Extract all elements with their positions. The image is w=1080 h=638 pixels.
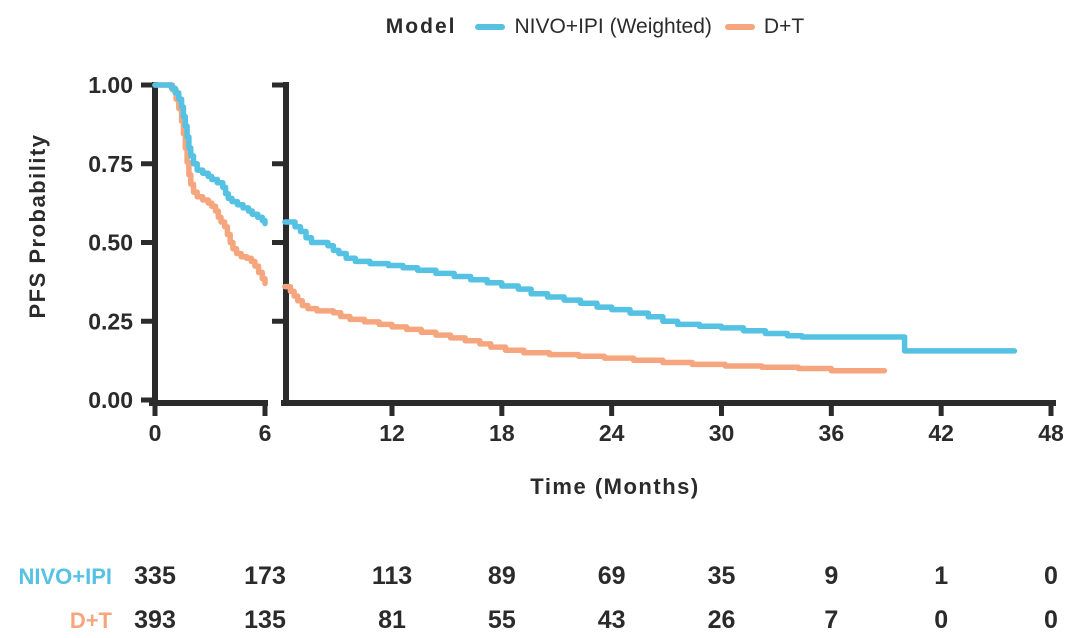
risk-count: 55 (488, 606, 516, 634)
x-tick-label: 0 (149, 420, 162, 446)
series-line-nivo-ipi-weighted (282, 219, 1018, 354)
risk-count: 9 (824, 562, 838, 590)
x-tick-label: 6 (259, 420, 272, 446)
risk-count: 7 (824, 606, 838, 634)
risk-count: 89 (488, 562, 516, 590)
legend-label-nivo-ipi: NIVO+IPI (Weighted) (514, 15, 712, 38)
x-tick-label: 18 (489, 420, 515, 446)
legend: Model NIVO+IPI (Weighted) D+T (110, 12, 1080, 42)
legend-title: Model (385, 15, 457, 38)
x-tick-label: 36 (819, 420, 845, 446)
risk-count: 173 (244, 562, 286, 590)
x-tick-label: 24 (599, 420, 625, 446)
risk-row-label: NIVO+IPI (18, 564, 112, 589)
y-tick-label: 0.75 (88, 151, 133, 177)
x-tick-label: 42 (928, 420, 954, 446)
y-tick-label: 0.50 (88, 230, 133, 256)
series-line-nivo-ipi-weighted (152, 82, 268, 227)
y-tick-label: 0.25 (88, 308, 133, 334)
risk-count: 0 (1044, 606, 1058, 634)
risk-count: 335 (134, 562, 176, 590)
y-tick-label: 0.00 (88, 387, 133, 413)
legend-item-dt: D+T (724, 15, 805, 39)
risk-count: 393 (134, 606, 176, 634)
x-tick-label: 30 (709, 420, 735, 446)
risk-count: 0 (934, 606, 948, 634)
risk-count: 81 (378, 606, 406, 634)
risk-count: 69 (598, 562, 626, 590)
risk-count: 135 (244, 606, 286, 634)
x-tick-label: 48 (1038, 420, 1064, 446)
risk-count: 35 (708, 562, 736, 590)
risk-count: 1 (934, 562, 948, 590)
series-line-d-t (282, 283, 888, 374)
series-line-d-t (152, 82, 268, 287)
nivo-ipi-line-swatch-icon (475, 24, 506, 30)
risk-count: 26 (708, 606, 736, 634)
x-tick-label: 12 (379, 420, 405, 446)
y-tick-label: 1.00 (88, 72, 133, 98)
risk-count: 0 (1044, 562, 1058, 590)
risk-count: 113 (372, 562, 412, 590)
dt-line-swatch-icon (724, 24, 755, 30)
risk-row-label: D+T (70, 608, 113, 633)
x-axis-title: Time (Months) (530, 474, 700, 499)
legend-label-dt: D+T (763, 15, 805, 38)
legend-item-nivo-ipi: NIVO+IPI (Weighted) (475, 15, 712, 39)
risk-count: 43 (598, 606, 626, 634)
